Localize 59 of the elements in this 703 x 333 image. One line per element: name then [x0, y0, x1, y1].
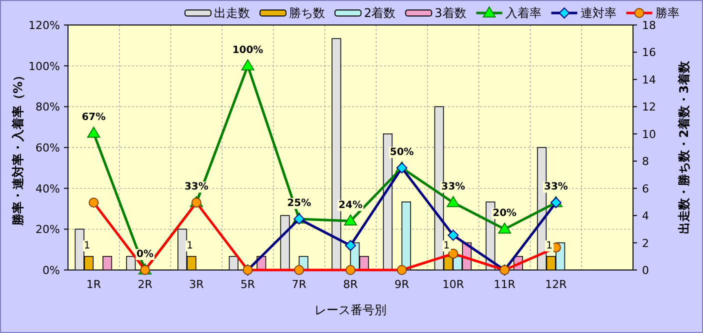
x-tick-label: 9R: [394, 278, 410, 291]
x-tick-label: 1R: [86, 278, 102, 291]
y2-tick-label: 18: [642, 19, 656, 32]
data-label: 50%: [390, 146, 414, 158]
data-label: 33%: [441, 182, 466, 193]
y2-tick-label: 10: [642, 128, 656, 141]
point: [87, 126, 100, 138]
data-label: 20%: [492, 208, 517, 220]
x-tick-label: 2R: [138, 278, 153, 291]
legend-label: 勝率: [655, 6, 680, 20]
data-label: 1: [186, 240, 193, 252]
data-label: 67%: [82, 112, 106, 124]
y2-tick-label: 6: [642, 182, 649, 196]
y-tick-label: 80%: [36, 100, 60, 114]
legend-label: 出走数: [214, 6, 250, 20]
data-label: 33%: [184, 182, 208, 193]
y-tick-label: 20%: [36, 223, 60, 236]
point: [446, 196, 460, 208]
y-tick-label: 120%: [28, 19, 60, 32]
point: [498, 222, 512, 234]
legend-label: 3着数: [434, 6, 466, 20]
data-label: 25%: [287, 198, 312, 209]
x-tick-label: 12R: [545, 278, 568, 291]
point: [345, 240, 356, 251]
bar: [280, 215, 290, 270]
x-tick-label: 3R: [189, 278, 204, 291]
y2-axis-title: 出走数・勝ち数・2着数・3着数: [677, 60, 691, 234]
y2-tick-label: 0: [642, 264, 649, 277]
y-tick-label: 0%: [42, 264, 60, 277]
data-label: 1: [84, 240, 90, 252]
data-label: 1: [546, 240, 553, 252]
data-label: 24%: [338, 200, 362, 211]
x-tick-label: 11R: [494, 278, 516, 291]
y-tick-label: 60%: [36, 142, 60, 154]
y2-tick-label: 2: [642, 236, 649, 250]
y2-tick-label: 4: [642, 210, 649, 223]
y-axis-title: 勝率・連対率・入着率（%）: [11, 69, 25, 227]
y2-tick-label: 16: [642, 46, 656, 60]
point: [241, 59, 254, 70]
y-tick-label: 100%: [28, 60, 60, 73]
data-label: 100%: [232, 44, 264, 56]
legend-label: 勝ち数: [289, 6, 325, 20]
x-tick-label: 8R: [343, 278, 358, 291]
x-tick-label: 5R: [240, 278, 256, 291]
point: [344, 214, 357, 226]
x-tick-label: 7R: [292, 278, 307, 291]
legend-label: 入着率: [505, 6, 542, 20]
x-tick-label: 10R: [442, 278, 464, 291]
data-label: 0%: [136, 249, 154, 260]
x-axis-title: レース番号別: [314, 303, 386, 317]
data-label: 1: [443, 240, 450, 252]
point: [448, 230, 459, 241]
y2-tick-label: 12: [642, 100, 656, 114]
y2-tick-label: 14: [642, 73, 656, 86]
legend-label: 連対率: [580, 6, 616, 20]
y-tick-label: 40%: [36, 182, 60, 196]
legend-label: 2着数: [364, 6, 396, 20]
y2-tick-label: 8: [642, 155, 649, 168]
data-label: 33%: [544, 182, 568, 193]
